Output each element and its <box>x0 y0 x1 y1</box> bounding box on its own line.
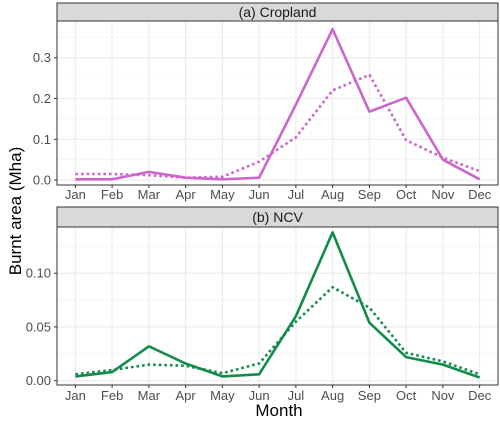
panel-2-x-tick-label: Dec <box>468 388 492 403</box>
panel-1-y-tick-label: 0.3 <box>33 50 51 65</box>
panel-1-x-tick-label: Apr <box>176 187 197 202</box>
panel-2-y-tick-label: 0.00 <box>26 373 51 388</box>
panel-2-strip <box>56 206 499 228</box>
panel-2-x-tick-label: Sep <box>358 388 381 403</box>
panel-2-x-tick-label: May <box>210 388 235 403</box>
panel-1-title: (a) Cropland <box>239 4 317 20</box>
panel-1-series-dotted-line <box>75 73 481 179</box>
panel-1-series-solid-line <box>75 27 481 181</box>
panel-1-x-tick-label: Aug <box>321 187 344 202</box>
panel-1-x-tick-label: Oct <box>396 187 417 202</box>
panel-1-x-tick-label: May <box>210 187 235 202</box>
panel-2-x-tick-label: Mar <box>138 388 161 403</box>
panel-2-x-tick-label: Jun <box>249 388 270 403</box>
panel-2-x-tick-label: Aug <box>321 388 344 403</box>
panel-1-x-tick-label: Nov <box>431 187 455 202</box>
panel-1-x-tick-label: Jul <box>288 187 305 202</box>
panel-2-x-tick-label: Jul <box>288 388 305 403</box>
panel-1-x-tick-label: Sep <box>358 187 381 202</box>
panel-2-x-tick-label: Jan <box>65 388 86 403</box>
panel-1-x-tick-label: Mar <box>138 187 161 202</box>
panel-2-x-tick-label: Nov <box>431 388 455 403</box>
panel-2-x-tick-label: Feb <box>101 388 123 403</box>
x-axis-title: Month <box>255 401 302 420</box>
panel-1-y-tick-label: 0.0 <box>33 173 51 188</box>
panel-2-x-tick-label: Oct <box>396 388 417 403</box>
panel-1-x-tick-label: Feb <box>101 187 123 202</box>
panel-2-series-solid-line <box>75 231 481 379</box>
y-axis-title: Burnt area (Mha) <box>6 147 25 276</box>
panel-1-y-tick-label: 0.1 <box>33 132 51 147</box>
panel-1: (a) Cropland 0.0 0.1 0.2 0.3 Jan Feb Mar Apr May J… <box>33 2 499 202</box>
panel-2-y-tick-label: 0.05 <box>26 319 51 334</box>
panel-2: (b) NCV 0.00 0.05 0.10 Jan Feb Mar Apr May Jun Jul… <box>26 206 499 403</box>
panel-1-x-tick-label: Dec <box>468 187 492 202</box>
panel-1-y-tick-label: 0.2 <box>33 91 51 106</box>
panel-2-title: (b) NCV <box>252 209 303 225</box>
panel-2-y-tick-label: 0.10 <box>26 266 51 281</box>
panel-1-strip <box>56 2 499 22</box>
panel-2-x-tick-label: Apr <box>176 388 197 403</box>
panel-2-series-dotted-line <box>75 285 481 376</box>
panel-1-plot-area <box>57 21 498 185</box>
panel-1-x-tick-label: Jun <box>249 187 270 202</box>
panel-1-x-tick-label: Jan <box>65 187 86 202</box>
